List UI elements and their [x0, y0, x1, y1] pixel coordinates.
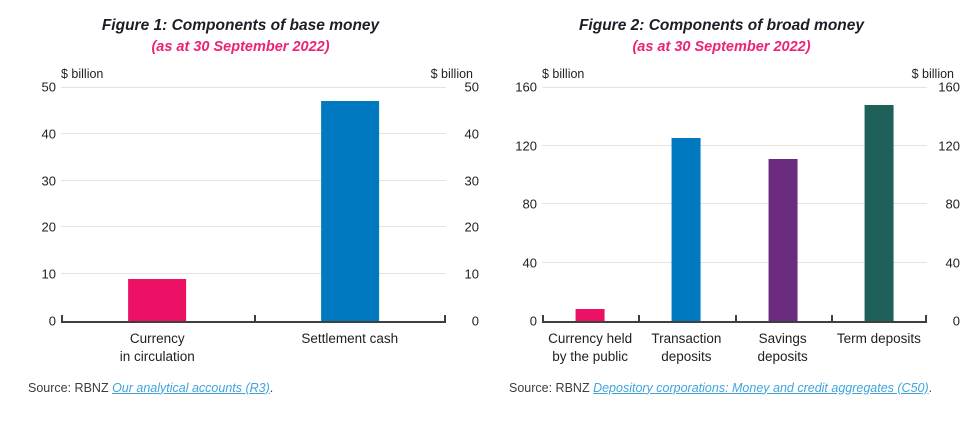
figure1-panel: Figure 1: Components of base money (as a… [0, 0, 481, 395]
y-tick-label: 40 [945, 255, 960, 270]
figure1-subtitle: (as at 30 September 2022) [151, 39, 330, 55]
x-category-label: Currency in circulation [119, 331, 195, 364]
y-axis-right: 0 10 20 30 40 50 [451, 81, 479, 328]
figure2-title: Figure 2: Components of broad money [578, 17, 865, 34]
x-axis-tick [542, 315, 544, 321]
y-tick-label: 160 [938, 79, 960, 95]
x-category-label: Term deposits [836, 331, 921, 346]
source-line: Source: RBNZ Our analytical accounts (R3… [28, 381, 481, 395]
y-tick-label: 30 [41, 173, 56, 189]
broad-money-bar-chart: 0 40 80 120 160 0 40 80 120 160 [509, 81, 960, 328]
x-axis-tick [925, 315, 927, 321]
x-axis-tick [638, 315, 641, 321]
y-tick-label: 50 [464, 79, 479, 95]
gridline [61, 226, 446, 228]
x-category-label: Currency held by the public [548, 331, 633, 364]
figure1-unit-row: $ billion $ billion [61, 67, 473, 81]
figure2-subtitle: (as at 30 September 2022) [632, 39, 811, 55]
y-tick-label: 120 [515, 138, 537, 153]
y-tick-label: 40 [522, 255, 537, 270]
y-tick-label: 20 [464, 219, 479, 235]
bar-3 [864, 104, 894, 321]
x-category-label: Settlement cash [301, 331, 399, 346]
gridline [542, 261, 927, 263]
x-axis-labels: Currency in circulation Settlement cash [61, 330, 446, 366]
figure2-panel: Figure 2: Components of broad money (as … [481, 0, 962, 395]
x-axis-tick [734, 315, 737, 321]
x-category-label: Transaction deposits [651, 331, 722, 364]
gridline [542, 144, 927, 146]
x-axis-labels: Currency held by the public Transaction d… [542, 330, 927, 366]
y-axis-unit-left: $ billion [542, 67, 585, 81]
source-suffix: . [928, 380, 933, 395]
y-tick-label: 30 [464, 173, 479, 189]
bar-1 [320, 101, 379, 321]
y-axis-unit-left: $ billion [61, 67, 104, 81]
y-tick-label: 10 [41, 266, 56, 282]
source-line: Source: RBNZ Depository corporations: Mo… [509, 381, 962, 395]
y-tick-label: 0 [952, 313, 960, 329]
source-link[interactable]: Depository corporations: Money and credi… [593, 380, 929, 395]
y-tick-label: 40 [41, 126, 56, 142]
source-link[interactable]: Our analytical accounts (R3) [112, 380, 270, 395]
report-figures-page: Figure 1: Components of base money (as a… [0, 0, 962, 395]
y-tick-label: 40 [464, 126, 479, 142]
source-prefix: Source: RBNZ [28, 380, 113, 395]
y-axis-unit-right: $ billion [430, 67, 473, 81]
y-tick-label: 160 [515, 79, 537, 95]
y-tick-label: 0 [471, 313, 479, 329]
plot-area [542, 87, 927, 323]
source-suffix: . [269, 380, 274, 395]
y-tick-label: 20 [41, 219, 56, 235]
gridline [542, 203, 927, 204]
bar-2 [768, 158, 798, 321]
y-tick-label: 120 [938, 138, 960, 153]
gridline [61, 87, 446, 88]
base-money-bar-chart: 0 10 20 30 40 50 0 10 20 30 40 50 [28, 81, 479, 328]
plot-area [61, 87, 446, 323]
x-axis-tick [253, 315, 256, 321]
gridline [61, 179, 446, 181]
y-axis-left: 0 10 20 30 40 50 [28, 81, 56, 328]
x-axis-tick [61, 315, 63, 321]
y-tick-label: 0 [48, 313, 56, 329]
x-axis-tick [444, 315, 446, 321]
bar-0 [128, 278, 187, 321]
x-axis-tick [830, 315, 833, 321]
gridline [542, 87, 927, 88]
y-tick-label: 80 [522, 196, 537, 212]
figure1-title: Figure 1: Components of base money [101, 17, 380, 34]
y-tick-label: 0 [529, 313, 537, 329]
y-axis-left: 0 40 80 120 160 [509, 81, 537, 328]
gridline [61, 132, 446, 134]
y-axis-right: 0 40 80 120 160 [932, 81, 960, 328]
y-tick-label: 50 [41, 79, 56, 95]
y-tick-label: 10 [464, 266, 479, 282]
bar-1 [671, 138, 701, 321]
bar-0 [575, 309, 605, 321]
gridline [61, 273, 446, 275]
source-prefix: Source: RBNZ [509, 380, 594, 395]
figure2-unit-row: $ billion $ billion [542, 67, 954, 81]
x-category-label: Savings deposits [757, 331, 808, 364]
y-axis-unit-right: $ billion [911, 67, 954, 81]
y-tick-label: 80 [945, 196, 960, 212]
